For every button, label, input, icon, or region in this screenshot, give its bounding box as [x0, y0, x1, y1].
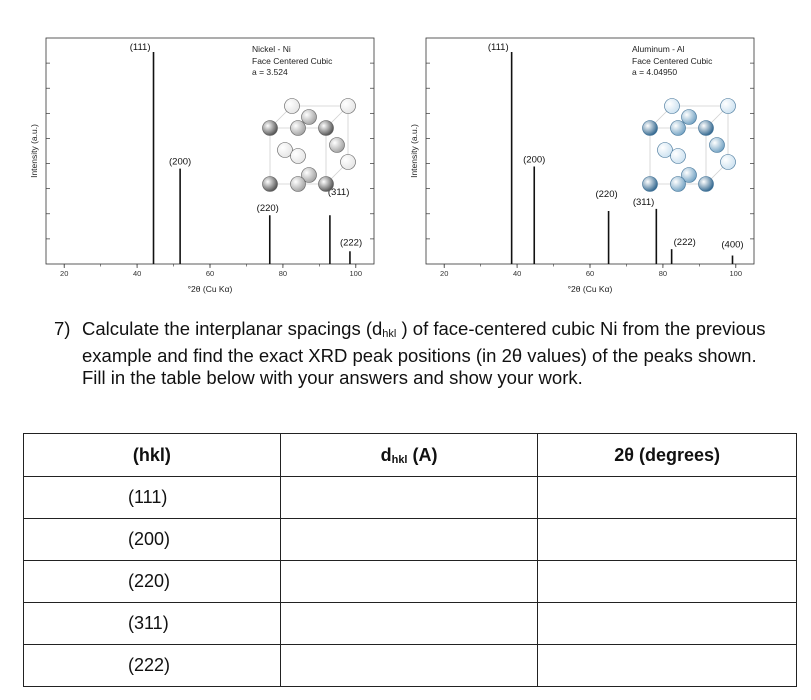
atom-sphere	[262, 176, 278, 192]
x-tick-label: 80	[659, 269, 667, 278]
atom-sphere	[340, 98, 356, 114]
atom-sphere	[329, 137, 345, 153]
peak-label: (200)	[169, 157, 191, 168]
y-axis-label: Intensity (a.u.)	[29, 124, 39, 178]
question-text-part2: ) of face-centered cubic Ni from the pre…	[82, 318, 766, 388]
two-theta-cell[interactable]	[537, 602, 797, 645]
fcc-unit-cell-illustration	[642, 98, 736, 192]
header-d-unit: (A)	[407, 444, 438, 465]
question-text: Calculate the interplanar spacings (dhkl…	[82, 318, 774, 389]
atom-sphere	[670, 120, 686, 136]
atom-sphere	[290, 148, 306, 164]
dhkl-cell[interactable]	[279, 644, 539, 687]
chart-subtitle: Face Centered Cubic	[632, 56, 713, 66]
row-hkl: (222)	[23, 644, 281, 687]
peak-label: (311)	[633, 197, 654, 208]
x-axis-label: °2θ (Cu Kα)	[188, 284, 233, 294]
answer-table: (hkl) dhkl (A) 2θ (degrees) (111) (200) …	[23, 433, 797, 687]
atom-sphere	[709, 137, 725, 153]
peak-label: (222)	[674, 237, 696, 248]
atom-sphere	[720, 98, 736, 114]
fcc-unit-cell-illustration	[262, 98, 356, 192]
atom-sphere	[698, 176, 714, 192]
atom-sphere	[262, 120, 278, 136]
atom-sphere	[318, 120, 334, 136]
table-row: (111)	[23, 476, 797, 519]
x-tick-label: 20	[60, 269, 68, 278]
chart-subtitle: a = 3.524	[252, 67, 288, 77]
atom-sphere	[642, 176, 658, 192]
atom-sphere	[681, 109, 697, 125]
atom-sphere	[284, 98, 300, 114]
peak-label: (311)	[328, 187, 349, 198]
x-tick-label: 100	[350, 269, 363, 278]
atom-sphere	[340, 154, 356, 170]
dhkl-cell[interactable]	[279, 518, 539, 561]
chart-subtitle: a = 4.04950	[632, 67, 677, 77]
atom-sphere	[290, 120, 306, 136]
header-d: d	[380, 444, 392, 465]
y-axis-label: Intensity (a.u.)	[409, 124, 419, 178]
question-text-part1: Calculate the interplanar spacings (d	[82, 318, 383, 339]
table-row: (311)	[23, 602, 797, 645]
atom-sphere	[681, 167, 697, 183]
atom-sphere	[664, 98, 680, 114]
x-tick-label: 100	[730, 269, 743, 278]
dhkl-cell[interactable]	[279, 602, 539, 645]
x-tick-label: 40	[513, 269, 521, 278]
aluminum-xrd-chart: 20 40 60 80 100 °2θ (Cu Kα) Intensity (a.u.) (1…	[409, 37, 755, 294]
chart-title: Aluminum - Al	[632, 44, 685, 54]
peak-label: (220)	[257, 203, 279, 214]
peak-label: (400)	[721, 240, 743, 251]
row-hkl: (111)	[23, 476, 281, 519]
row-hkl: (220)	[23, 560, 281, 603]
chart-title: Nickel - Ni	[252, 44, 291, 54]
table-row: (200)	[23, 518, 797, 561]
dhkl-cell[interactable]	[279, 476, 539, 519]
atom-sphere	[670, 148, 686, 164]
question-text-subscript: hkl	[382, 328, 397, 340]
atom-sphere	[698, 120, 714, 136]
peak-label: (222)	[340, 237, 362, 248]
x-tick-label: 60	[206, 269, 214, 278]
two-theta-cell[interactable]	[537, 644, 797, 687]
two-theta-cell[interactable]	[537, 476, 797, 519]
atom-sphere	[290, 176, 306, 192]
peak-label: (220)	[595, 189, 617, 200]
atom-sphere	[301, 109, 317, 125]
row-hkl: (311)	[23, 602, 281, 645]
table-row: (220)	[23, 560, 797, 603]
peak-label: (111)	[130, 42, 151, 53]
atom-sphere	[277, 142, 293, 158]
peak-label: (111)	[488, 42, 509, 53]
x-tick-label: 20	[440, 269, 448, 278]
x-tick-label: 60	[586, 269, 594, 278]
plot-frame	[425, 37, 755, 265]
two-theta-cell[interactable]	[537, 560, 797, 603]
answer-table-header: (hkl) dhkl (A) 2θ (degrees)	[23, 433, 797, 477]
plot-frame	[45, 37, 375, 265]
atom-sphere	[318, 176, 334, 192]
atom-sphere	[720, 154, 736, 170]
header-d-subscript: hkl	[391, 453, 408, 466]
atom-sphere	[670, 176, 686, 192]
header-2theta: 2θ (degrees)	[537, 433, 797, 477]
atom-sphere	[657, 142, 673, 158]
x-axis-label: °2θ (Cu Kα)	[568, 284, 613, 294]
x-tick-label: 40	[133, 269, 141, 278]
x-tick-label: 80	[279, 269, 287, 278]
dhkl-cell[interactable]	[279, 560, 539, 603]
table-row: (222)	[23, 644, 797, 687]
atom-sphere	[301, 167, 317, 183]
peak-label: (200)	[523, 154, 545, 165]
two-theta-cell[interactable]	[537, 518, 797, 561]
nickel-xrd-chart: 20 40 60 80 100 °2θ (Cu Kα) Intensity (a.u.) (1…	[29, 37, 375, 294]
header-dhkl: dhkl (A)	[279, 433, 539, 477]
chart-subtitle: Face Centered Cubic	[252, 56, 333, 66]
question-number: 7)	[54, 318, 71, 339]
row-hkl: (200)	[23, 518, 281, 561]
atom-sphere	[642, 120, 658, 136]
question-7: 7) Calculate the interplanar spacings (d…	[54, 318, 774, 389]
header-hkl: (hkl)	[23, 433, 281, 477]
